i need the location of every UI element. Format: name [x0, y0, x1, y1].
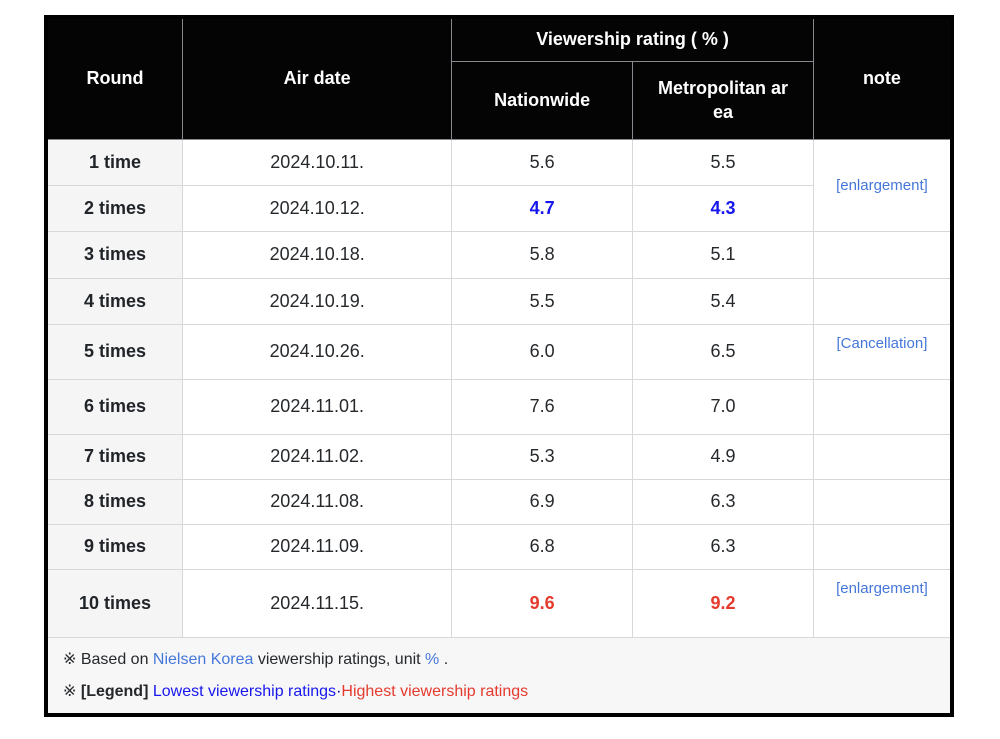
footnotes-cell: ※ Based on Nielsen Korea viewership rati… — [45, 636, 953, 715]
nationwide-rating-cell: 6.8 — [451, 523, 634, 570]
note-link[interactable]: [Cancellation] — [836, 334, 928, 352]
table-row: 6 times 2024.11.01. 7.6 7.0 — [45, 378, 953, 435]
table-row: 10 times 2024.11.15. 9.6 9.2 [enlargemen… — [45, 568, 953, 638]
air-date-cell: 2024.10.12. — [182, 184, 453, 232]
viewership-table: Round Air date Viewership rating ( % ) n… — [44, 15, 954, 717]
legend-lowest-label: Lowest viewership ratings — [152, 682, 337, 700]
header-note: note — [812, 16, 953, 140]
header-metropolitan-label: Metropolitan area — [657, 77, 788, 122]
footnote-legend-line: ※ [Legend] Lowest viewership ratings·Hig… — [63, 679, 935, 705]
metropolitan-rating-cell: 9.2 — [632, 568, 814, 638]
table-body: 1 time 2024.10.11. 5.6 5.5 [enlargement]… — [45, 138, 953, 638]
table-row: 5 times 2024.10.26. 6.0 6.5 [Cancellatio… — [45, 323, 953, 380]
metropolitan-rating-cell: 4.9 — [632, 433, 814, 480]
header-viewership-group: Viewership rating ( % ) — [451, 16, 814, 62]
nielsen-korea-link[interactable]: Nielsen Korea — [152, 650, 254, 668]
header-metropolitan: Metropolitan area — [632, 60, 814, 140]
nationwide-rating-cell: 6.0 — [451, 323, 634, 380]
round-cell: 8 times — [45, 478, 184, 525]
footnote-source-line: ※ Based on Nielsen Korea viewership rati… — [63, 647, 935, 673]
note-cell — [812, 378, 953, 435]
percent-unit-link[interactable]: % — [425, 650, 440, 668]
nationwide-rating-cell: 5.3 — [451, 433, 634, 480]
table-row: 3 times 2024.10.18. 5.8 5.1 — [45, 230, 953, 279]
air-date-cell: 2024.10.11. — [182, 138, 453, 186]
table-row: 1 time 2024.10.11. 5.6 5.5 [enlargement] — [45, 138, 953, 232]
header-air-date: Air date — [182, 16, 453, 140]
air-date-cell: 2024.11.02. — [182, 433, 453, 480]
round-cell: 4 times — [45, 277, 184, 325]
footnote-source-suffix: . — [439, 650, 449, 668]
nationwide-rating-cell: 5.6 — [451, 138, 634, 186]
metropolitan-rating-cell: 4.3 — [632, 184, 814, 232]
table-row: 7 times 2024.11.02. 5.3 4.9 — [45, 433, 953, 480]
legend-highest-label: Highest viewership ratings — [341, 682, 529, 700]
note-cell — [812, 523, 953, 570]
nationwide-rating-cell: 4.7 — [451, 184, 634, 232]
note-cell — [812, 478, 953, 525]
table-footer: ※ Based on Nielsen Korea viewership rati… — [45, 636, 953, 715]
nationwide-rating-cell: 5.5 — [451, 277, 634, 325]
round-cell: 5 times — [45, 323, 184, 380]
ratings-table: Round Air date Viewership rating ( % ) n… — [44, 15, 954, 717]
footnote-legend-prefix: ※ — [63, 682, 81, 700]
metropolitan-rating-cell: 6.3 — [632, 478, 814, 525]
air-date-cell: 2024.11.08. — [182, 478, 453, 525]
header-nationwide: Nationwide — [451, 60, 634, 140]
table-row: 8 times 2024.11.08. 6.9 6.3 — [45, 478, 953, 525]
nationwide-rating-cell: 5.8 — [451, 230, 634, 279]
table-row: 2 times 2024.10.12. 4.7 4.3 — [45, 184, 952, 232]
note-cell: [enlargement] — [812, 138, 953, 232]
footnote-source-prefix: ※ Based on — [63, 650, 153, 668]
air-date-cell: 2024.10.18. — [182, 230, 453, 279]
footnote-source-middle: viewership ratings, unit — [253, 650, 426, 668]
air-date-cell: 2024.10.26. — [182, 323, 453, 380]
note-cell — [812, 433, 953, 480]
round-cell: 9 times — [45, 523, 184, 570]
round-cell: 1 time — [45, 138, 184, 186]
air-date-cell: 2024.11.15. — [182, 568, 453, 638]
metropolitan-rating-cell: 7.0 — [632, 378, 814, 435]
round-cell: 3 times — [45, 230, 184, 279]
table-header: Round Air date Viewership rating ( % ) n… — [45, 16, 953, 140]
nationwide-rating-cell: 9.6 — [451, 568, 634, 638]
table-row: 9 times 2024.11.09. 6.8 6.3 — [45, 523, 953, 570]
nationwide-rating-cell: 6.9 — [451, 478, 634, 525]
metropolitan-rating-cell: 5.4 — [632, 277, 814, 325]
round-cell: 2 times — [45, 184, 184, 232]
air-date-cell: 2024.10.19. — [182, 277, 453, 325]
note-cell: [Cancellation] — [812, 323, 953, 380]
air-date-cell: 2024.11.09. — [182, 523, 453, 570]
note-cell — [812, 277, 953, 325]
metropolitan-rating-cell: 6.5 — [632, 323, 814, 380]
header-round: Round — [45, 16, 184, 140]
table-row: 4 times 2024.10.19. 5.5 5.4 — [45, 277, 953, 325]
metropolitan-rating-cell: 5.5 — [632, 138, 814, 186]
round-cell: 6 times — [45, 378, 184, 435]
note-link[interactable]: [enlargement] — [836, 176, 928, 194]
note-cell: [enlargement] — [812, 568, 953, 638]
round-cell: 7 times — [45, 433, 184, 480]
nationwide-rating-cell: 7.6 — [451, 378, 634, 435]
note-cell — [812, 230, 953, 279]
round-cell: 10 times — [45, 568, 184, 638]
note-link[interactable]: [enlargement] — [836, 579, 928, 597]
air-date-cell: 2024.11.01. — [182, 378, 453, 435]
metropolitan-rating-cell: 6.3 — [632, 523, 814, 570]
legend-label: [Legend] — [80, 682, 149, 700]
legend-separator: · — [336, 682, 342, 700]
metropolitan-rating-cell: 5.1 — [632, 230, 814, 279]
